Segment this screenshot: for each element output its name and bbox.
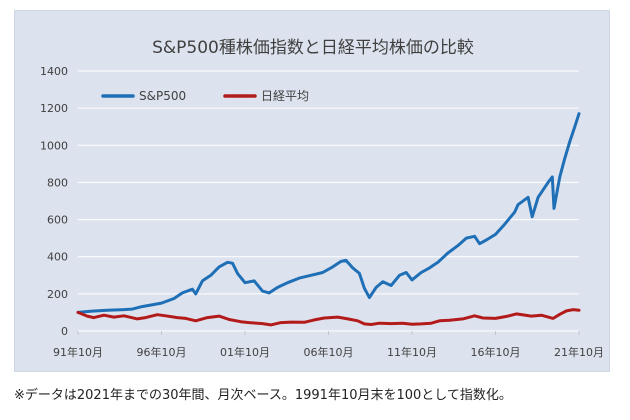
- footnote: ※データは2021年までの30年間、月次ベース。1991年10月末を100として…: [14, 388, 512, 403]
- series-lines: [76, 112, 581, 327]
- y-tick-label: 1200: [40, 102, 68, 115]
- axis-labels: 0 200 400 600 800 1000 1200 1400 91年10月 96年10月 01年…: [40, 65, 604, 359]
- y-tick-label: 0: [61, 325, 68, 338]
- chart-svg: S&P500種株価指数と日経平均株価の比較 0 200 400 600 800 1000 1…: [40, 38, 604, 359]
- y-tick-label: 1400: [40, 65, 68, 78]
- legend-label: S&P500: [139, 89, 186, 103]
- y-tick-label: 400: [47, 251, 68, 264]
- y-tick-label: 600: [47, 214, 68, 227]
- legend-label: 日経平均: [261, 89, 309, 103]
- chart-title: S&P500種株価指数と日経平均株価の比較: [152, 38, 474, 58]
- x-tick-label: 96年10月: [137, 345, 187, 359]
- legend: S&P500 日経平均: [101, 89, 309, 103]
- x-tick-label: 21年10月: [554, 345, 604, 359]
- y-tick-label: 200: [47, 288, 68, 301]
- y-tick-label: 800: [47, 176, 68, 189]
- x-tick-label: 06年10月: [304, 345, 354, 359]
- chart-frame: S&P500種株価指数と日経平均株価の比較 0 200 400 600 800 1000 1…: [14, 10, 610, 372]
- x-tick-label: 01年10月: [220, 345, 270, 359]
- series-line-nikkei: [76, 308, 581, 327]
- x-tick-label: 16年10月: [471, 345, 521, 359]
- x-tick-label: 11年10月: [387, 345, 437, 359]
- x-tick-label: 91年10月: [53, 345, 103, 359]
- y-tick-label: 1000: [40, 139, 68, 152]
- series-line-sp500: [76, 112, 581, 314]
- gridlines: [78, 70, 579, 332]
